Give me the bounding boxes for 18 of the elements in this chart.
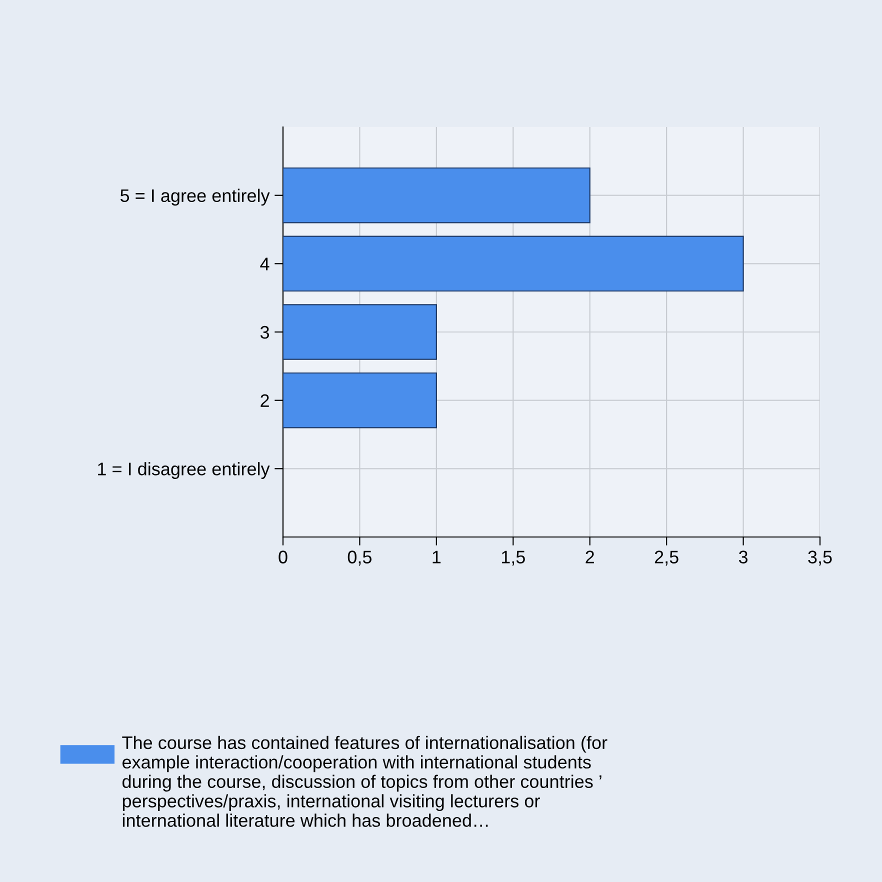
y-tick-label: 2 xyxy=(260,394,269,407)
x-tick-label: 2 xyxy=(586,550,594,564)
y-tick-label: 1 = I disagree entirely xyxy=(98,462,270,479)
x-tick-label: 0 xyxy=(278,550,288,564)
x-tick-label: 2,5 xyxy=(654,550,678,566)
legend-label: The course has contained features of internationalisation (for example interaction/cooperation with international students during the course, discussion of topics from other countries ’ perspectives/praxis, international visiting lecturers or international literature which has broadened… xyxy=(122,736,608,827)
x-tick-label: 1 xyxy=(432,550,441,564)
bar xyxy=(283,236,744,292)
y-tick-label: 4 xyxy=(260,258,270,270)
x-tick-label: 1,5 xyxy=(502,550,525,566)
x-tick-label: 3 xyxy=(738,550,748,564)
x-tick-label: 3,5 xyxy=(808,550,832,566)
bar xyxy=(283,167,590,224)
bar xyxy=(283,372,437,428)
y-tick-label: 5 = I agree entirely xyxy=(120,188,270,206)
y-tick-label: 3 xyxy=(260,326,270,339)
x-tick-label: 0,5 xyxy=(348,550,372,566)
bar xyxy=(283,304,437,360)
